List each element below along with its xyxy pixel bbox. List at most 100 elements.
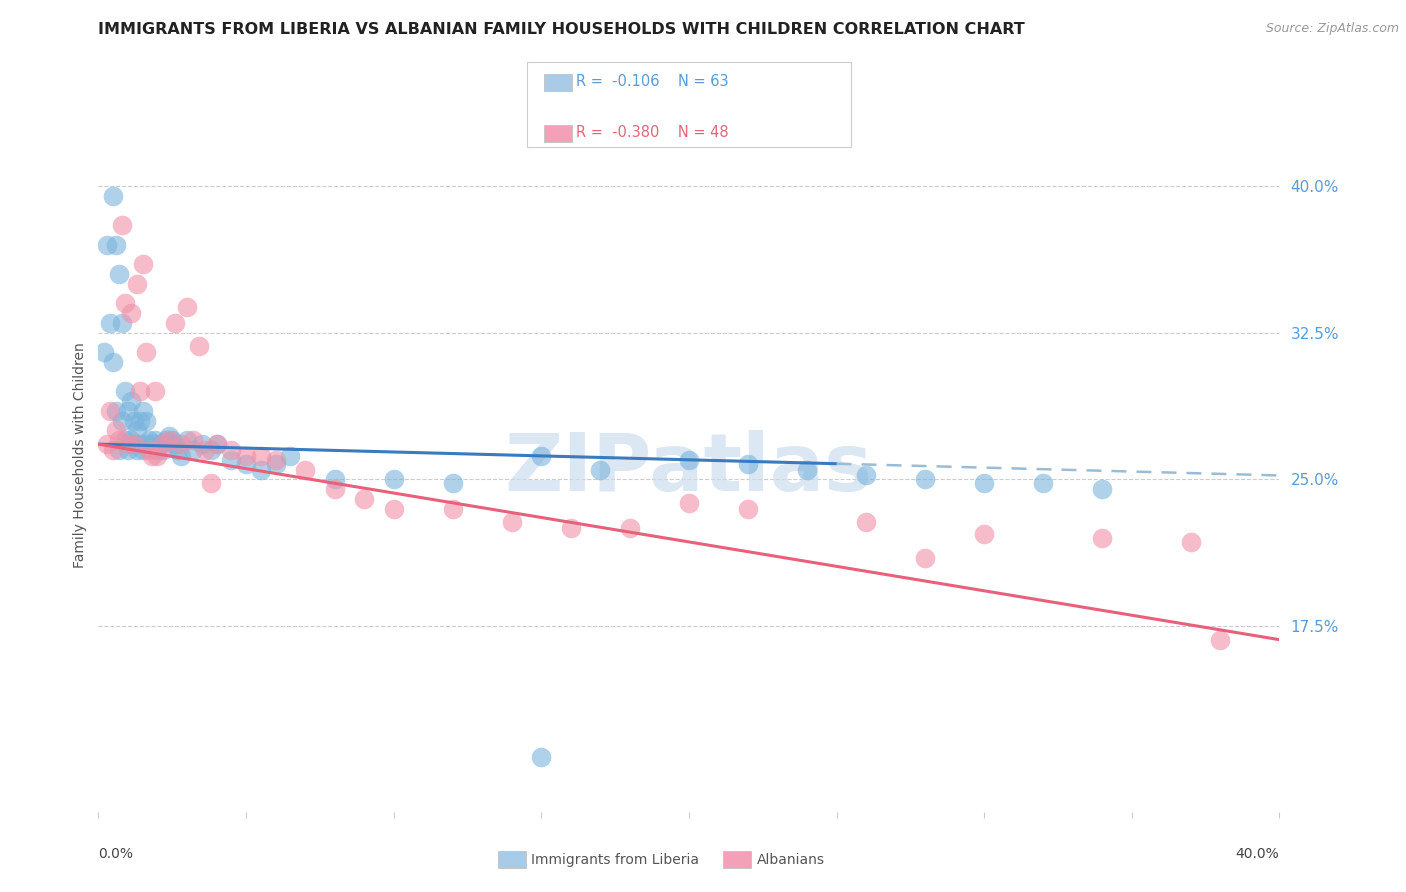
- Point: [114, 384, 136, 399]
- Point: [125, 277, 148, 291]
- Point: [323, 472, 346, 486]
- Point: [96, 437, 118, 451]
- Point: [165, 437, 187, 451]
- Point: [235, 449, 257, 463]
- Point: [122, 437, 145, 451]
- Point: [135, 414, 157, 428]
- Text: IMMIGRANTS FROM LIBERIA VS ALBANIAN FAMILY HOUSEHOLDS WITH CHILDREN CORRELATION : IMMIGRANTS FROM LIBERIA VS ALBANIAN FAMI…: [98, 22, 1025, 37]
- Point: [167, 443, 190, 458]
- Point: [737, 501, 759, 516]
- Point: [143, 434, 166, 448]
- Point: [382, 472, 405, 486]
- Point: [138, 443, 160, 458]
- Point: [117, 404, 139, 418]
- Point: [1091, 531, 1114, 545]
- Point: [181, 434, 204, 448]
- Point: [128, 437, 150, 451]
- Point: [114, 434, 136, 448]
- Point: [120, 306, 142, 320]
- Point: [152, 437, 174, 451]
- Text: ZIPatlas: ZIPatlas: [505, 430, 873, 508]
- Point: [353, 491, 375, 506]
- Point: [219, 443, 242, 458]
- Point: [914, 472, 936, 486]
- Point: [441, 476, 464, 491]
- Point: [141, 449, 163, 463]
- Point: [560, 521, 582, 535]
- Point: [1091, 482, 1114, 496]
- Point: [111, 218, 134, 232]
- Point: [200, 476, 222, 491]
- Point: [294, 462, 316, 476]
- Point: [103, 189, 125, 203]
- Point: [152, 443, 174, 458]
- Point: [205, 437, 228, 451]
- Point: [111, 414, 134, 428]
- Point: [103, 443, 125, 458]
- Point: [117, 437, 139, 451]
- Point: [111, 316, 134, 330]
- Point: [589, 462, 612, 476]
- Point: [219, 452, 242, 467]
- Point: [914, 550, 936, 565]
- Point: [530, 750, 553, 764]
- Point: [250, 462, 273, 476]
- Point: [128, 384, 150, 399]
- Point: [135, 345, 157, 359]
- Text: 0.0%: 0.0%: [98, 847, 134, 861]
- Point: [132, 257, 155, 271]
- Point: [194, 443, 217, 458]
- Point: [103, 355, 125, 369]
- Point: [1032, 476, 1054, 491]
- Point: [176, 301, 198, 315]
- Point: [120, 434, 142, 448]
- Point: [146, 443, 169, 458]
- Point: [96, 237, 118, 252]
- Point: [170, 449, 193, 463]
- Point: [157, 434, 180, 448]
- Point: [264, 452, 287, 467]
- Point: [1209, 632, 1232, 647]
- Point: [170, 437, 193, 451]
- Point: [200, 443, 222, 458]
- Text: Source: ZipAtlas.com: Source: ZipAtlas.com: [1265, 22, 1399, 36]
- Point: [205, 437, 228, 451]
- Point: [382, 501, 405, 516]
- Text: Immigrants from Liberia: Immigrants from Liberia: [531, 853, 699, 867]
- Point: [737, 457, 759, 471]
- Point: [678, 496, 700, 510]
- Point: [235, 457, 257, 471]
- Point: [181, 443, 204, 458]
- Text: R =  -0.380    N = 48: R = -0.380 N = 48: [576, 125, 730, 139]
- Point: [141, 437, 163, 451]
- Point: [128, 414, 150, 428]
- Text: Albanians: Albanians: [756, 853, 824, 867]
- Point: [155, 434, 177, 448]
- Point: [149, 437, 172, 451]
- Point: [323, 482, 346, 496]
- Point: [441, 501, 464, 516]
- Point: [108, 434, 131, 448]
- Point: [132, 404, 155, 418]
- Point: [143, 384, 166, 399]
- Point: [264, 457, 287, 471]
- Text: R =  -0.106    N = 63: R = -0.106 N = 63: [576, 74, 730, 88]
- Point: [191, 437, 214, 451]
- Point: [157, 429, 180, 443]
- Point: [855, 468, 877, 483]
- Point: [105, 404, 128, 418]
- Point: [117, 443, 139, 458]
- Point: [122, 414, 145, 428]
- Point: [120, 394, 142, 409]
- Point: [278, 449, 302, 463]
- Point: [678, 452, 700, 467]
- Point: [973, 527, 995, 541]
- Point: [114, 296, 136, 310]
- Point: [796, 462, 818, 476]
- Point: [501, 516, 523, 530]
- Point: [1180, 535, 1202, 549]
- Point: [93, 345, 115, 359]
- Point: [162, 434, 183, 448]
- Point: [98, 316, 121, 330]
- Point: [250, 449, 273, 463]
